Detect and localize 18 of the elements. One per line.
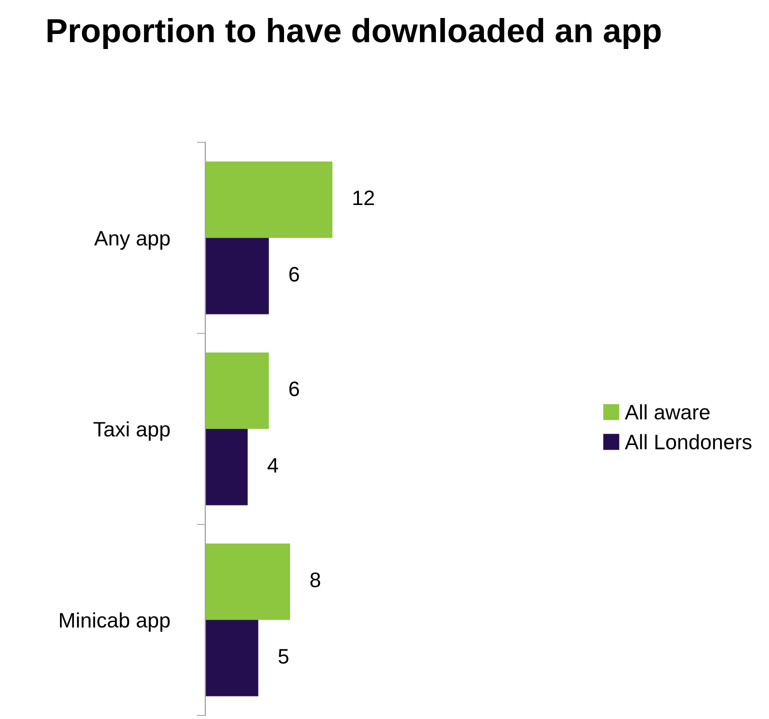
data-label: 8	[310, 572, 320, 588]
bar	[205, 238, 269, 314]
legend-label: All Londoners	[624, 434, 752, 450]
y-tick-label: Minicab app	[60, 612, 170, 632]
data-label: 6	[289, 382, 299, 396]
y-tick-label: Any app	[94, 231, 170, 250]
data-label: 6	[289, 266, 299, 282]
bar	[205, 161, 332, 238]
bar	[205, 352, 269, 429]
bar	[205, 620, 258, 696]
data-label: 5	[278, 649, 288, 664]
legend-label: All aware	[624, 404, 710, 420]
data-label: 4	[268, 458, 278, 472]
bar	[205, 543, 290, 620]
bar	[205, 428, 248, 506]
y-tick-label: Taxi app	[93, 421, 170, 441]
chart-title: Proportion to have downloaded an app	[48, 18, 661, 50]
data-label: 12	[353, 190, 374, 206]
